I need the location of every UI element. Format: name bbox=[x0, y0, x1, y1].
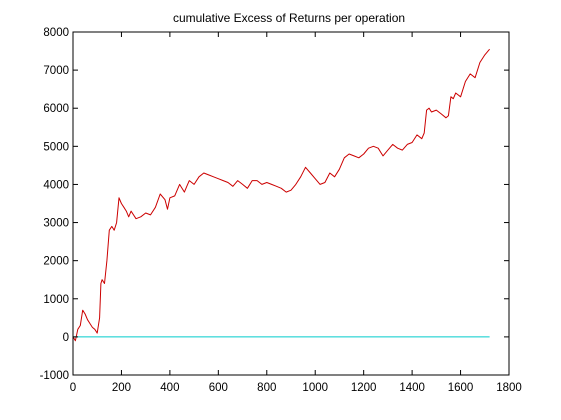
y-tick-label: 4000 bbox=[43, 179, 69, 191]
y-tick-label: 7000 bbox=[43, 65, 69, 77]
x-tick-label: 400 bbox=[160, 382, 179, 394]
x-tick-label: 600 bbox=[209, 382, 228, 394]
x-tick-label: 200 bbox=[112, 382, 131, 394]
y-tick-label: 3000 bbox=[43, 218, 69, 230]
y-tick-label: 0 bbox=[63, 332, 69, 344]
plot-area bbox=[72, 48, 490, 342]
chart-title: cumulative Excess of Returns per operati… bbox=[173, 11, 405, 25]
y-tick-label: 1000 bbox=[43, 294, 69, 306]
series-line-1 bbox=[72, 48, 490, 342]
axis-ticks: 0 200 400 600 800 1000 1200 1400 1600 1800-100001… bbox=[40, 27, 522, 394]
y-tick-label: -1000 bbox=[40, 370, 69, 382]
y-tick-label: 2000 bbox=[43, 256, 69, 268]
x-tick-label: 1200 bbox=[351, 382, 377, 394]
axes-box bbox=[72, 31, 510, 376]
x-tick-label: 0 bbox=[70, 382, 76, 394]
x-tick-label: 800 bbox=[257, 382, 276, 394]
y-tick-label: 8000 bbox=[43, 27, 69, 39]
x-tick-label: 1600 bbox=[448, 382, 474, 394]
y-tick-label: 5000 bbox=[43, 141, 69, 153]
y-tick-label: 6000 bbox=[43, 103, 69, 115]
x-tick-label: 1000 bbox=[302, 382, 328, 394]
x-tick-label: 1800 bbox=[496, 382, 522, 394]
x-tick-label: 1400 bbox=[399, 382, 425, 394]
